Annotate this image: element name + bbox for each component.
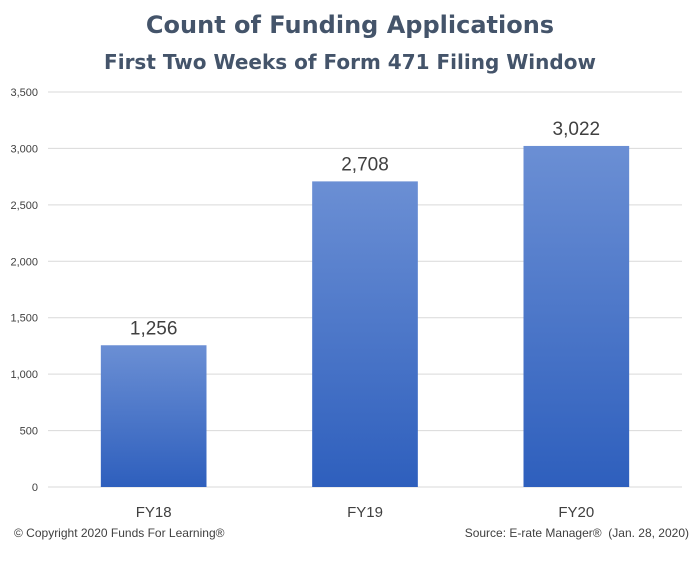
bar-fy18	[100, 345, 207, 487]
y-tick-label: 1,500	[10, 313, 38, 325]
copyright-note: © Copyright 2020 Funds For Learning®	[14, 526, 225, 540]
chart-subtitle: First Two Weeks of Form 471 Filing Windo…	[104, 50, 596, 74]
y-tick-label: 2,500	[10, 200, 38, 212]
data-label-fy19: 2,708	[341, 154, 389, 175]
y-tick-label: 500	[20, 426, 38, 438]
x-axis-categories: FY18 FY19 FY20	[136, 504, 595, 521]
y-axis-ticks: 0 500 1,000 1,500 2,000 2,500 3,000 3,500	[10, 87, 38, 494]
bar-fy19	[312, 181, 418, 487]
y-tick-label: 3,000	[10, 143, 38, 155]
y-tick-label: 1,000	[10, 369, 38, 381]
x-category-label: FY18	[136, 504, 172, 521]
x-category-label: FY19	[347, 504, 383, 521]
y-tick-label: 3,500	[10, 87, 38, 99]
data-labels: 1,256 2,708 3,022	[130, 119, 600, 339]
bars	[100, 145, 630, 487]
data-label-fy18: 1,256	[130, 318, 178, 339]
y-tick-label: 2,000	[10, 256, 38, 268]
bar-fy20	[523, 145, 630, 487]
data-label-fy20: 3,022	[553, 119, 601, 140]
source-note: Source: E-rate Manager® (Jan. 28, 2020)	[465, 526, 689, 540]
y-tick-label: 0	[32, 482, 38, 494]
chart-title: Count of Funding Applications	[146, 11, 554, 39]
x-category-label: FY20	[558, 504, 594, 521]
